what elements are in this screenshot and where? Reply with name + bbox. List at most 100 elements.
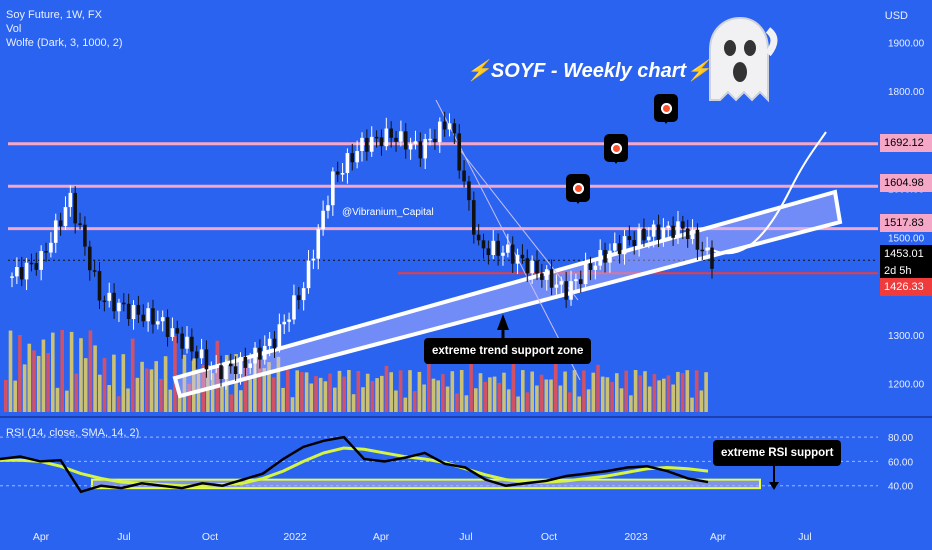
- candle-up: [554, 284, 559, 288]
- candle-down: [58, 220, 63, 227]
- candle-down: [44, 251, 48, 253]
- volume-bar: [544, 379, 549, 412]
- volume-bar: [600, 376, 605, 412]
- candle-down: [379, 137, 384, 147]
- rsi-legend: RSI (14, close, SMA, 14, 2): [6, 426, 139, 440]
- volume-bar: [51, 332, 55, 412]
- volume-bar: [65, 390, 69, 412]
- volume-bar: [417, 371, 422, 412]
- volume-bar: [568, 392, 572, 412]
- symbol-legend: Soy Future, 1W, FX Vol Wolfe (Dark, 3, 1…: [6, 8, 123, 50]
- volume-bar: [694, 370, 699, 412]
- candle-up: [360, 137, 364, 151]
- volume-bar: [521, 370, 525, 412]
- volume-bar: [46, 353, 50, 412]
- candle-down: [29, 262, 34, 265]
- volume-bar: [248, 379, 252, 412]
- rsi-line: [0, 435, 709, 494]
- volume-bar: [55, 387, 60, 412]
- candle-up: [311, 258, 316, 261]
- candle-down: [87, 246, 92, 271]
- rsi-support-callout: extreme RSI support: [713, 440, 842, 466]
- level-lines: [8, 142, 878, 275]
- candle-down: [510, 244, 515, 264]
- volume-bar: [657, 380, 661, 412]
- candle-down: [394, 137, 398, 142]
- candle-up: [593, 265, 598, 270]
- candle-up: [287, 319, 291, 322]
- candle-up: [321, 210, 325, 230]
- currency-label: USD: [884, 10, 908, 22]
- volume-bar: [220, 383, 224, 412]
- vol-label: Vol: [6, 23, 22, 35]
- candle-down: [365, 137, 369, 152]
- volume-bar: [323, 381, 328, 412]
- time-tick-label: Jul: [117, 531, 130, 543]
- volume-bar: [177, 395, 182, 412]
- volume-bar: [427, 357, 431, 412]
- candle-down: [78, 223, 82, 225]
- volume-bars: [4, 330, 708, 412]
- candle-down: [73, 192, 77, 224]
- volume-bar: [422, 384, 426, 412]
- candle-up: [248, 363, 252, 368]
- candle-up: [39, 251, 43, 270]
- candle-down: [19, 266, 24, 280]
- target-pin-icon[interactable]: [566, 174, 590, 204]
- volume-bar: [168, 389, 173, 412]
- volume-bar: [112, 354, 116, 412]
- volume-bar: [262, 368, 267, 412]
- volume-bar: [342, 376, 346, 412]
- candle-down: [204, 349, 209, 370]
- volume-bar: [591, 372, 596, 412]
- volume-bar: [398, 370, 403, 412]
- volume-bar: [394, 390, 398, 412]
- volume-bar: [210, 373, 215, 412]
- time-tick-label: Jul: [798, 531, 811, 543]
- candle-up: [301, 288, 306, 301]
- target-pin-icon[interactable]: [604, 134, 628, 164]
- candle-up: [10, 276, 14, 278]
- volume-bar: [647, 386, 652, 412]
- volume-bar: [516, 396, 520, 412]
- volume-bar: [615, 373, 619, 412]
- candle-up: [598, 250, 602, 266]
- volume-bar: [469, 352, 473, 412]
- volume-bar: [13, 380, 17, 412]
- volume-bar: [610, 381, 614, 412]
- volume-bar: [159, 378, 163, 412]
- volume-bar: [295, 370, 299, 412]
- candle-up: [68, 192, 73, 208]
- candle-down: [112, 292, 116, 312]
- time-tick-label: Apr: [373, 531, 390, 543]
- callout-arrow: [497, 314, 509, 330]
- candle-up: [306, 260, 311, 289]
- volume-bar: [685, 370, 690, 412]
- candle-up: [423, 138, 427, 159]
- volume-bar: [671, 384, 675, 412]
- volume-bar: [145, 368, 149, 412]
- candle-up: [428, 138, 432, 141]
- candle-up: [209, 366, 214, 370]
- volume-bar: [290, 397, 295, 412]
- volume-bar: [121, 354, 126, 412]
- trend-zone-band: [172, 189, 843, 399]
- candle-up: [199, 349, 204, 359]
- target-pin-icon[interactable]: [654, 94, 678, 124]
- volume-bar: [619, 388, 624, 412]
- candle-up: [501, 252, 505, 256]
- volume-bar: [182, 354, 187, 412]
- time-tick-label: Apr: [33, 531, 50, 543]
- candle-up: [214, 365, 218, 367]
- candle-down: [472, 200, 476, 235]
- bar-timer-badge: 2d 5h: [880, 262, 932, 280]
- candle-down: [122, 302, 126, 305]
- candle-up: [515, 254, 520, 264]
- candle-up: [491, 240, 496, 256]
- candle-up: [622, 236, 627, 255]
- candle-up: [316, 229, 321, 259]
- candle-down: [681, 221, 685, 229]
- rsi-callout-arrow: [769, 482, 779, 490]
- volume-bar: [412, 391, 417, 412]
- candle-down: [389, 128, 393, 138]
